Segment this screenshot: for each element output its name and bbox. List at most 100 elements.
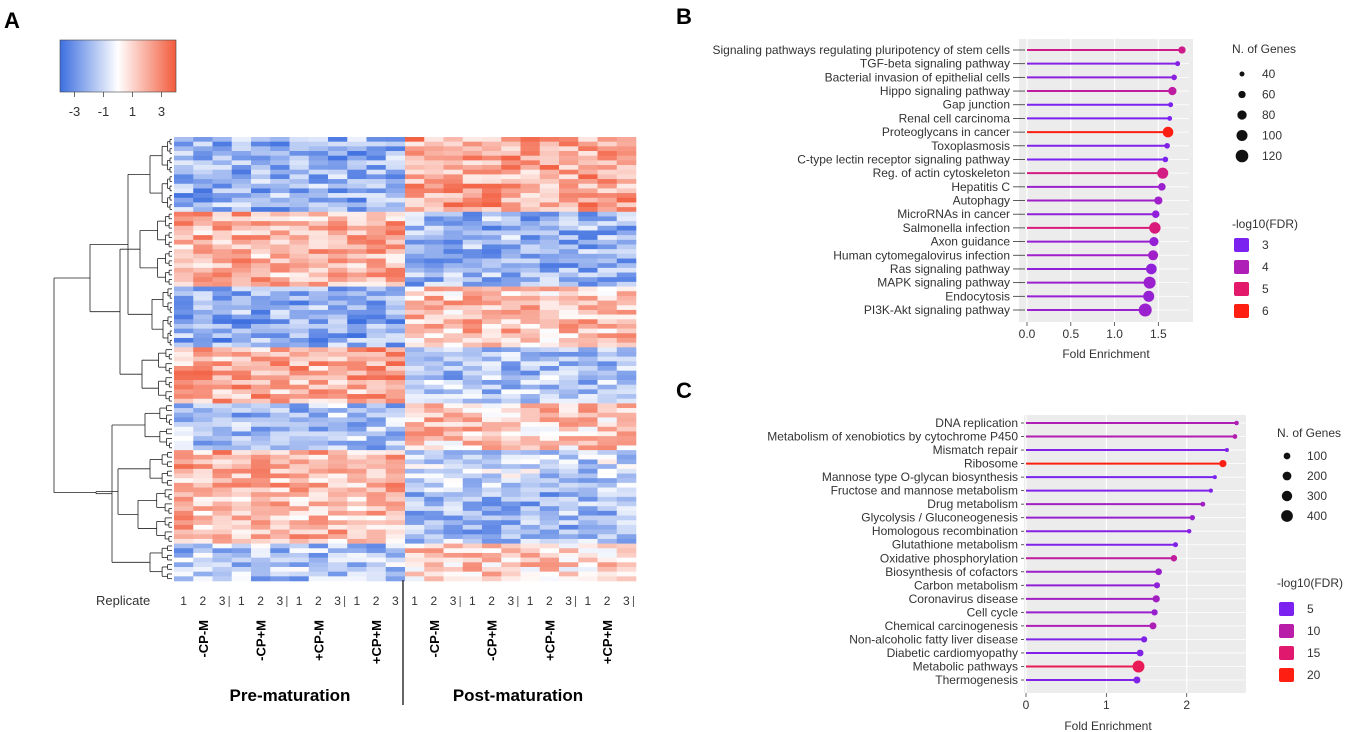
heatmap-cell [174,235,194,241]
heatmap-cell [559,380,579,385]
heatmap-cell [578,389,598,395]
heatmap-cell [347,146,367,152]
heatmap-cell [385,267,406,273]
heatmap-cell [501,398,521,404]
heatmap-cell [212,529,233,535]
heatmap-cell [193,450,213,456]
heatmap-cell [289,141,310,147]
pathway-label: Hepatitis C [951,180,1010,194]
heatmap-cell [231,207,252,213]
heatmap-cell [231,160,252,166]
heatmap-cell [308,361,329,367]
heatmap-cell [539,160,560,166]
pathway-label: Homologous recombination [872,524,1018,538]
heatmap-cell [424,188,444,194]
heatmap-cell [385,300,406,306]
heatmap-cell [308,375,329,381]
heatmap-cell [289,375,310,381]
heatmap-cell [193,211,213,217]
heatmap-cell [405,309,425,315]
heatmap-cell [597,300,618,306]
heatmap-cell [443,174,464,180]
heatmap-cell [559,253,579,259]
heatmap-cell [578,375,598,381]
heatmap-cell [251,482,271,488]
pathway-label: Toxoplasmosis [931,139,1010,153]
heatmap-cell [328,548,348,554]
heatmap-cell [424,380,444,385]
heatmap-cell [501,506,521,512]
heatmap-cell [385,454,406,460]
heatmap-cell [366,534,387,540]
color-legend-label: 6 [1262,304,1269,318]
heatmap-cell [597,183,618,189]
lollipop-point [1149,222,1161,234]
heatmap-cell [385,351,406,357]
heatmap-cell [616,408,637,414]
heatmap-cell [328,384,348,390]
heatmap-cell [424,300,444,306]
heatmap-cell [366,281,387,287]
heatmap-cell [482,249,502,255]
heatmap-cell [328,305,348,311]
heatmap-cell [539,440,560,446]
heatmap-cell [251,506,271,512]
heatmap-cell [578,459,598,465]
heatmap-cell [424,207,444,213]
heatmap-cell [366,543,387,549]
heatmap-cell [347,193,367,199]
heatmap-cell [385,309,406,315]
heatmap-cell [366,384,387,390]
heatmap-cell [462,146,483,152]
lollipop-point [1133,676,1141,684]
heatmap-cell [328,524,348,530]
heatmap-cell [212,524,233,530]
lollipop-point [1164,142,1170,149]
heatmap-cell [539,309,560,315]
heatmap-cell [501,548,521,554]
heatmap-cell [539,253,560,259]
heatmap-cell [482,319,502,325]
heatmap-cell [328,216,348,222]
heatmap-cell [501,440,521,446]
heatmap-cell [308,160,329,166]
heatmap-cell [289,286,310,292]
size-legend-label: 60 [1262,88,1276,102]
heatmap-cell [482,137,502,142]
heatmap-cell [597,342,618,348]
heatmap-cell [366,197,387,203]
heatmap-cell [443,450,464,456]
heatmap-cell [385,165,406,171]
heatmap-cell [539,281,560,287]
heatmap-cell [347,524,367,530]
heatmap-cell [251,576,271,582]
heatmap-cell [328,351,348,357]
heatmap-cell [308,426,329,432]
heatmap-cell [462,417,483,423]
heatmap-cell [559,389,579,395]
heatmap-cell [597,464,618,470]
heatmap-cell [289,487,310,493]
heatmap-cell [366,520,387,526]
heatmap-cell [462,384,483,390]
heatmap-cell [405,487,425,493]
heatmap-cell [559,183,579,189]
heatmap-cell [193,286,213,292]
pathway-label: Non-alcoholic fatty liver disease [849,632,1018,646]
heatmap-cell [424,506,444,512]
heatmap-cell [578,286,598,292]
heatmap-cell [520,431,541,437]
heatmap-cell [405,398,425,404]
color-legend-swatch [1279,624,1294,638]
lollipop-point [1155,568,1162,576]
heatmap-cell [559,211,579,217]
heatmap-cell [174,267,194,273]
heatmap-cell [251,155,271,161]
heatmap-cell [270,436,290,442]
heatmap-cell [347,482,367,488]
heatmap-cell [482,520,502,526]
lollipop-point [1162,126,1174,138]
heatmap-cell [616,314,637,320]
